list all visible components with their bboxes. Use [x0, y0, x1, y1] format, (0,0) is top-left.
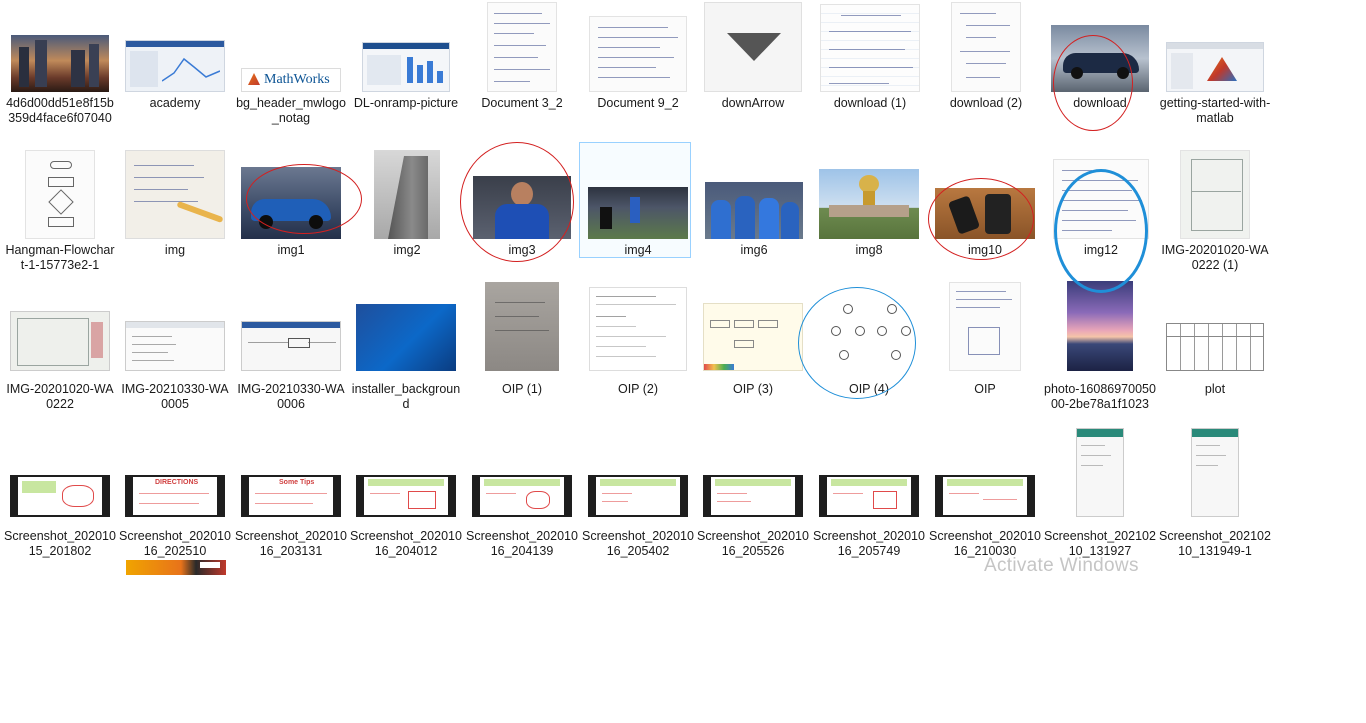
handwritten-notes-photo-thumbnail — [125, 150, 225, 239]
whiteboard-screenshot-thumbnail: DIRECTIONS — [125, 475, 225, 517]
file-name: Screenshot_20201016_205402 — [582, 529, 694, 558]
matlab-screenshot-thumbnail — [1166, 42, 1264, 92]
file-name: IMG-20210330-WA0005 — [121, 382, 229, 411]
file-name: 4d6d00dd51e8f15b359d4face6f07040 — [6, 96, 114, 125]
whiteboard-screenshot-thumbnail: Some Tips — [241, 475, 341, 517]
file-name: download (1) — [833, 96, 907, 110]
whiteboard-screenshot-thumbnail — [703, 475, 803, 517]
file-name: Screenshot_20210210_131927 — [1044, 529, 1156, 558]
phones-photo-thumbnail — [935, 188, 1035, 239]
simulink-screenshot-thumbnail — [241, 321, 341, 371]
file-name: Screenshot_20210210_131949-1 — [1159, 529, 1271, 558]
file-name: img8 — [855, 243, 883, 257]
matlab-academy-screenshot-thumbnail — [125, 40, 225, 92]
sunset-photo-thumbnail — [1067, 281, 1133, 371]
directions-title: DIRECTIONS — [155, 479, 199, 486]
mathworks-logo-text: MathWorks — [264, 72, 330, 87]
phone-screenshot-thumbnail — [1076, 428, 1124, 517]
table-screenshot-thumbnail — [125, 321, 225, 371]
grey-paper-photo-thumbnail — [485, 282, 559, 371]
dashboard-screenshot-thumbnail — [362, 42, 450, 92]
handwritten-diagram-thumbnail — [949, 282, 1021, 371]
activate-windows-watermark: Activate Windows — [984, 555, 1139, 576]
file-name: Screenshot_20201015_201802 — [4, 529, 116, 558]
file-name: DL-onramp-picture — [353, 96, 459, 110]
handwritten-notes-thumbnail — [589, 16, 687, 92]
file-name: OIP (4) — [848, 382, 890, 396]
file-name: Screenshot_20201016_204012 — [350, 529, 462, 558]
whiteboard-screenshot-thumbnail — [819, 475, 919, 517]
file-name: OIP (1) — [501, 382, 543, 396]
table-grid-thumbnail — [1166, 323, 1264, 371]
blueprint-photo-thumbnail — [1180, 150, 1250, 239]
whiteboard-screenshot-thumbnail — [356, 475, 456, 517]
file-name: Document 9_2 — [597, 96, 679, 110]
handwritten-letter-thumbnail — [1053, 159, 1149, 239]
cricketer-photo-thumbnail — [473, 176, 571, 239]
file-name: Screenshot_20201016_205749 — [813, 529, 925, 558]
file-name: img — [164, 243, 186, 257]
blueprint-photo-thumbnail — [10, 311, 110, 371]
down-arrow-icon — [727, 33, 781, 61]
building-photo-thumbnail — [374, 150, 440, 239]
phone-screenshot-thumbnail — [1191, 428, 1239, 517]
file-name: installer_background — [351, 382, 461, 411]
whiteboard-screenshot-thumbnail — [588, 475, 688, 517]
handwritten-notes-thumbnail — [487, 2, 557, 92]
file-name: img12 — [1083, 243, 1119, 257]
file-name: plot — [1204, 382, 1226, 396]
down-arrow-thumbnail — [704, 2, 802, 92]
mathworks-logo-icon — [248, 73, 260, 85]
file-name: Screenshot_20201016_210030 — [929, 529, 1041, 558]
cricket-team-photo-thumbnail — [705, 182, 803, 239]
file-name: getting-started-with-matlab — [1159, 96, 1271, 125]
tree-diagram-thumbnail — [819, 296, 919, 371]
diagram-thumbnail — [703, 303, 803, 371]
whiteboard-screenshot-thumbnail — [935, 475, 1035, 517]
file-name: academy — [149, 96, 201, 110]
file-name: bg_header_mwlogo_notag — [236, 96, 346, 125]
file-name: IMG-20210330-WA0006 — [237, 382, 345, 411]
file-name: OIP (3) — [732, 382, 774, 396]
file-name: Screenshot_20201016_204139 — [466, 529, 578, 558]
file-name: IMG-20201020-WA0222 (1) — [1161, 243, 1269, 272]
handwritten-notes-thumbnail — [820, 4, 920, 92]
whiteboard-screenshot-thumbnail — [472, 475, 572, 517]
file-name: downArrow — [721, 96, 785, 110]
whiteboard-screenshot-thumbnail — [10, 475, 110, 517]
file-name: OIP (2) — [617, 382, 659, 396]
mathworks-logo-thumbnail: MathWorks — [241, 68, 341, 92]
flowchart-thumbnail — [25, 150, 95, 239]
file-name: img2 — [393, 243, 421, 257]
blue-car-photo-thumbnail — [241, 167, 341, 239]
blue-gradient-thumbnail — [356, 304, 456, 371]
file-name: img4 — [624, 243, 652, 257]
matlab-peaks-icon — [1207, 57, 1237, 81]
file-name: IMG-20201020-WA0222 — [6, 382, 114, 411]
file-name: download (2) — [949, 96, 1023, 110]
file-name: img6 — [740, 243, 768, 257]
document-screenshot-thumbnail — [589, 287, 687, 371]
file-name: Hangman-Flowchart-1-15773e2-1 — [5, 243, 115, 272]
file-name: OIP — [974, 382, 996, 396]
cricket-match-photo-thumbnail — [588, 187, 688, 239]
some-tips-title: Some Tips — [279, 479, 315, 486]
file-name: Document 3_2 — [481, 96, 563, 110]
file-name: Screenshot_20201016_203131 — [235, 529, 347, 558]
partial-thumbnail[interactable] — [126, 560, 226, 575]
file-name: img10 — [967, 243, 1003, 257]
file-name: Screenshot_20201016_202510 — [119, 529, 231, 558]
handwritten-notes-thumbnail — [951, 2, 1021, 92]
file-name: img3 — [508, 243, 536, 257]
world-cup-trophy-photo-thumbnail — [819, 169, 919, 239]
file-name: photo-1608697005000-2be78a1f1023 — [1044, 382, 1156, 411]
file-name: Screenshot_20201016_205526 — [697, 529, 809, 558]
file-name: download — [1073, 96, 1127, 110]
sports-car-photo-thumbnail — [1051, 25, 1149, 92]
file-name: img1 — [277, 243, 305, 257]
city-night-photo-thumbnail — [11, 35, 109, 92]
